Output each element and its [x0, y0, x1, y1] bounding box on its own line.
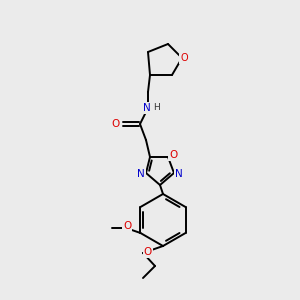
Text: N: N — [137, 169, 145, 179]
Text: H: H — [153, 103, 159, 112]
Text: N: N — [175, 169, 183, 179]
Text: O: O — [112, 119, 120, 129]
Text: O: O — [123, 221, 131, 231]
Text: N: N — [143, 103, 151, 113]
Text: O: O — [169, 150, 177, 160]
Text: O: O — [180, 53, 188, 63]
Text: O: O — [144, 247, 152, 257]
